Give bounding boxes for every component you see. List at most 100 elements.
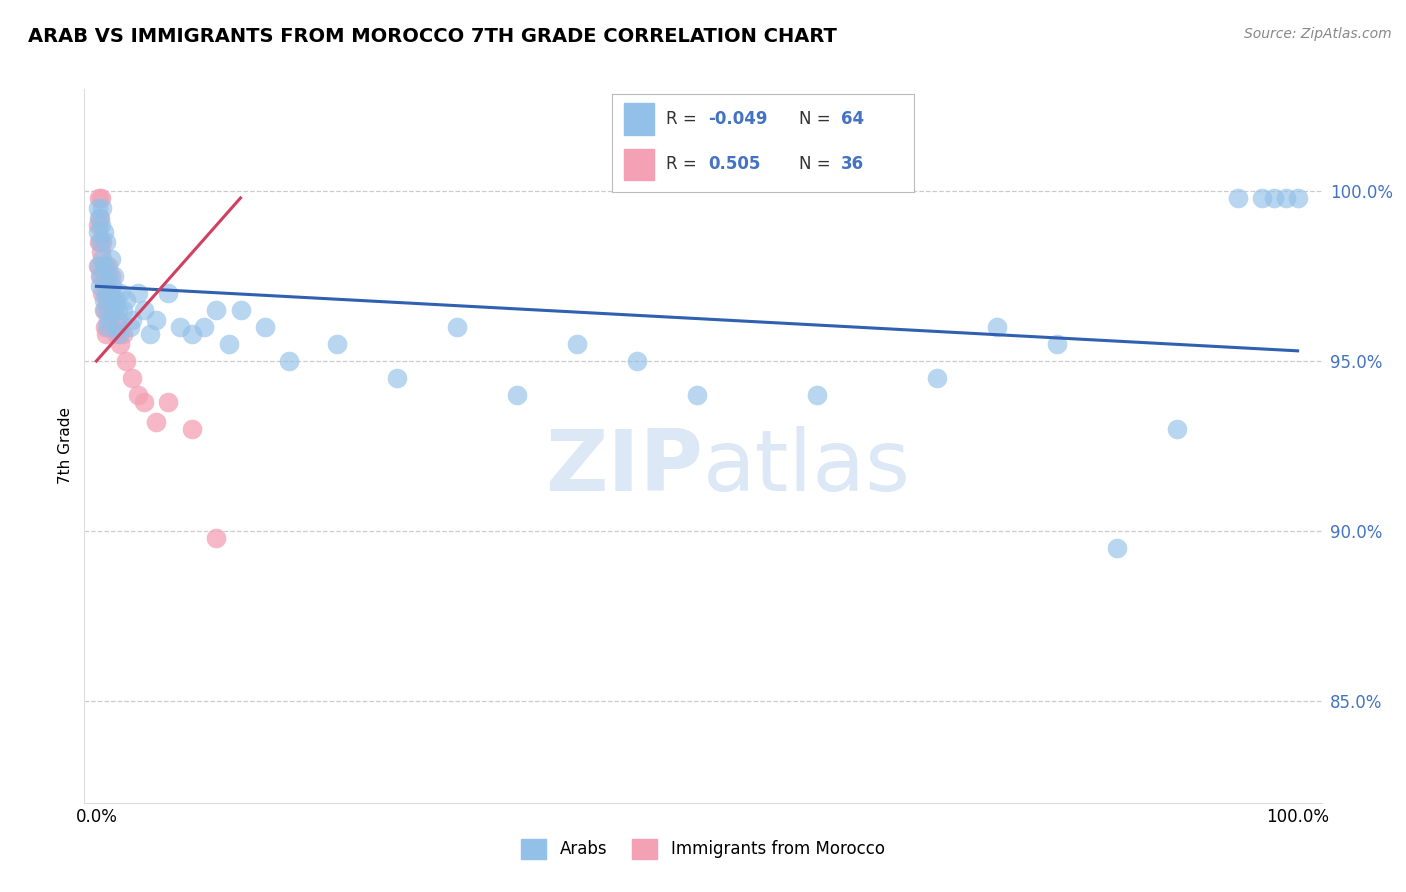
Point (1226, 191, 1249, 205)
Point (325, 337, 347, 351)
Point (94, 303, 117, 318)
Point (277, 354, 299, 368)
Point (1274, 191, 1296, 205)
Text: N =: N = (799, 111, 837, 128)
Point (103, 303, 125, 318)
Point (87, 191, 110, 205)
Text: R =: R = (666, 111, 702, 128)
Point (1286, 191, 1309, 205)
Point (93, 259, 115, 273)
Point (986, 320, 1008, 334)
Bar (624, 149, 654, 180)
Point (218, 337, 240, 351)
Point (96, 293, 118, 307)
Point (111, 326, 134, 341)
Bar (624, 103, 654, 135)
Point (1166, 422, 1188, 436)
Point (101, 320, 124, 334)
Text: 0.505: 0.505 (709, 155, 761, 173)
Point (101, 279, 124, 293)
Legend: Arabs, Immigrants from Morocco: Arabs, Immigrants from Morocco (515, 832, 891, 866)
Point (927, 371, 949, 385)
Point (87, 235, 110, 249)
Point (93, 303, 115, 318)
Point (139, 326, 162, 341)
Point (90, 218, 112, 232)
Point (98, 293, 121, 307)
Point (93, 225, 115, 239)
Point (86, 218, 108, 232)
Point (103, 269, 125, 284)
Point (94, 279, 117, 293)
Point (91, 252, 114, 266)
Point (86, 225, 108, 239)
Point (86, 259, 108, 273)
Text: 64: 64 (841, 111, 865, 128)
Text: ARAB VS IMMIGRANTS FROM MOROCCO 7TH GRADE CORRELATION CHART: ARAB VS IMMIGRANTS FROM MOROCCO 7TH GRAD… (28, 27, 837, 45)
Point (205, 531, 228, 545)
Text: ZIP: ZIP (546, 425, 703, 509)
Point (90, 245, 112, 260)
Point (90, 191, 112, 205)
Point (94, 259, 117, 273)
Point (121, 313, 143, 327)
Point (103, 293, 125, 307)
Point (94, 320, 117, 334)
Point (157, 286, 180, 301)
Point (94, 286, 117, 301)
Point (87, 259, 110, 273)
Point (91, 201, 114, 215)
Point (89, 279, 111, 293)
Point (98, 286, 121, 301)
Point (93, 293, 115, 307)
Point (205, 303, 228, 318)
Point (181, 326, 204, 341)
Point (1107, 541, 1129, 555)
Point (181, 422, 204, 436)
Point (105, 320, 128, 334)
Text: R =: R = (666, 155, 702, 173)
Point (97, 303, 120, 318)
Point (111, 303, 134, 318)
Point (94, 235, 117, 249)
Point (110, 286, 132, 301)
Point (385, 371, 408, 385)
Point (89, 235, 111, 249)
Y-axis label: 7th Grade: 7th Grade (58, 408, 73, 484)
Point (94, 326, 117, 341)
Point (89, 269, 111, 284)
Point (100, 252, 122, 266)
Point (253, 320, 276, 334)
Point (89, 211, 111, 226)
Point (446, 320, 468, 334)
Point (134, 303, 156, 318)
Point (127, 286, 149, 301)
Point (229, 303, 252, 318)
Point (97, 259, 120, 273)
Point (100, 269, 122, 284)
Point (87, 211, 110, 226)
Point (506, 388, 529, 402)
Point (90, 269, 112, 284)
Point (97, 269, 120, 284)
Point (104, 293, 127, 307)
Point (169, 320, 191, 334)
Point (118, 320, 141, 334)
Point (626, 354, 648, 368)
Point (104, 326, 127, 341)
Point (806, 388, 828, 402)
Text: atlas: atlas (703, 425, 911, 509)
Point (145, 313, 167, 327)
Point (157, 394, 180, 409)
Point (134, 394, 156, 409)
Point (1263, 191, 1285, 205)
Point (121, 371, 143, 385)
Point (94, 269, 117, 284)
Point (115, 354, 138, 368)
Point (115, 293, 138, 307)
Point (96, 320, 118, 334)
Point (91, 286, 114, 301)
Point (110, 337, 132, 351)
Point (107, 303, 129, 318)
Point (127, 388, 149, 402)
